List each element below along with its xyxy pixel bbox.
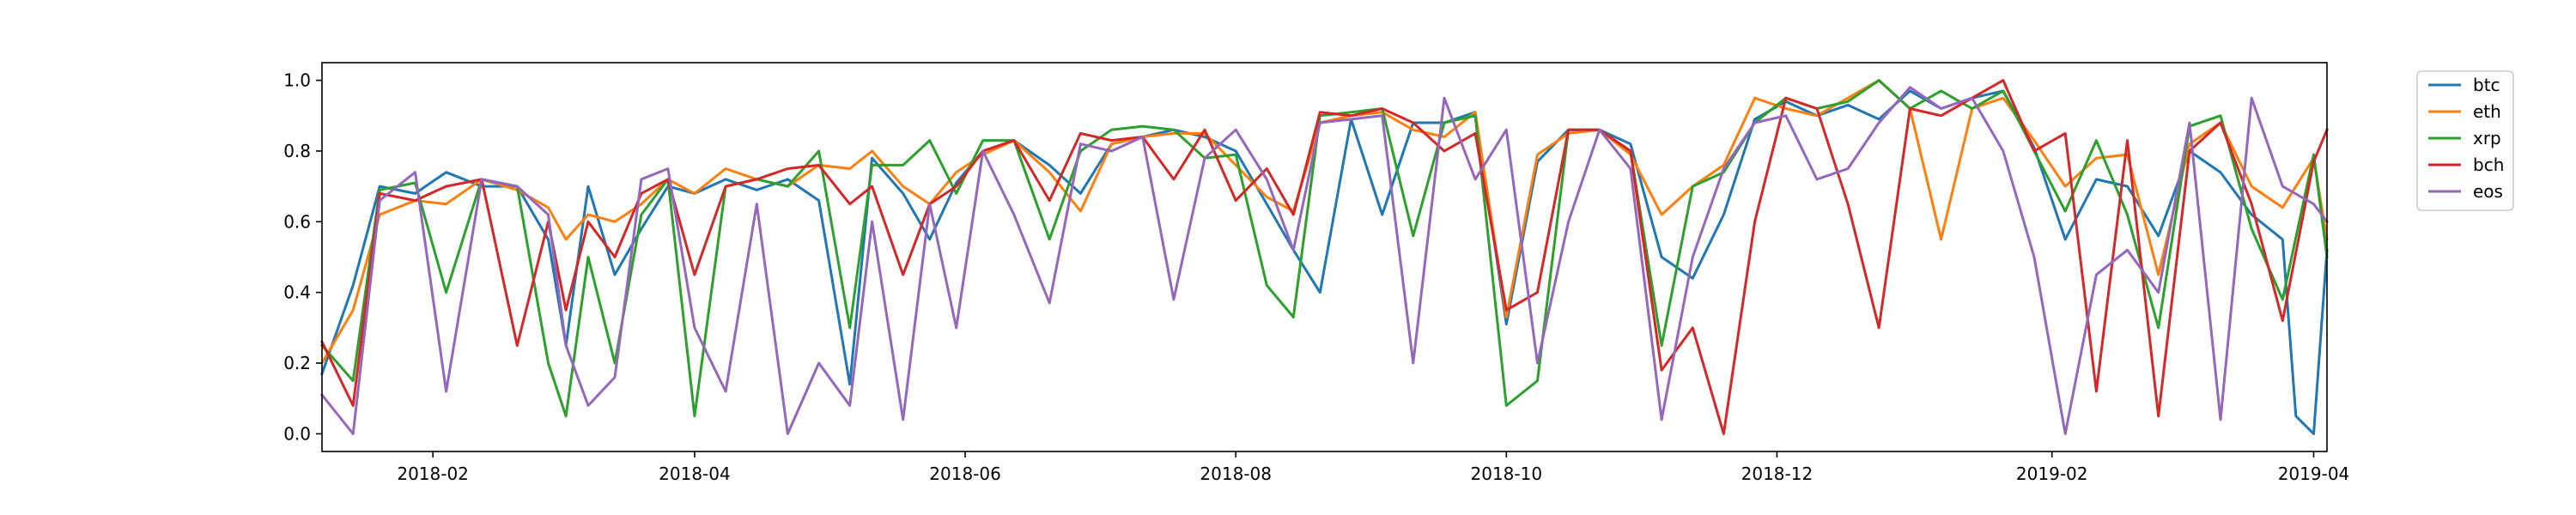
y-tick-label: 0.6 — [283, 211, 311, 232]
legend-label-eos: eos — [2473, 181, 2503, 202]
y-tick-label: 1.0 — [283, 70, 311, 91]
x-tick-label: 2018-02 — [397, 464, 469, 484]
series-line-btc — [320, 89, 2329, 435]
legend-label-eth: eth — [2473, 101, 2501, 122]
x-tick-label: 2019-02 — [2016, 464, 2088, 484]
x-axis: 2018-02 2018-04 2018-06 2018-08 2018-10 2018-… — [397, 451, 2349, 484]
x-tick-label: 2018-12 — [1741, 464, 1814, 484]
x-tick-label: 2018-06 — [929, 464, 1001, 484]
series-layer — [319, 79, 2330, 435]
legend-label-bch: bch — [2473, 154, 2504, 175]
legend: btc eth xrp bch eos — [2416, 70, 2514, 211]
x-tick-label: 2018-08 — [1200, 464, 1272, 484]
y-tick-label: 0.8 — [283, 141, 311, 161]
x-tick-label: 2018-10 — [1471, 464, 1543, 484]
x-tick-label: 2018-04 — [659, 464, 731, 484]
legend-frame — [2416, 70, 2514, 211]
legend-label-btc: btc — [2473, 75, 2500, 95]
y-tick-label: 0.2 — [283, 353, 311, 373]
series-line-bch — [319, 79, 2329, 435]
plot-frame — [321, 62, 2328, 452]
legend-label-xrp: xrp — [2473, 128, 2501, 148]
series-line-xrp — [319, 79, 2329, 418]
series-line-eos — [319, 86, 2330, 435]
y-axis: 0.0 0.2 0.4 0.6 0.8 1.0 — [283, 70, 322, 444]
x-tick-label: 2019-04 — [2278, 464, 2350, 484]
y-tick-label: 0.0 — [283, 423, 311, 444]
y-tick-label: 0.4 — [283, 282, 311, 303]
